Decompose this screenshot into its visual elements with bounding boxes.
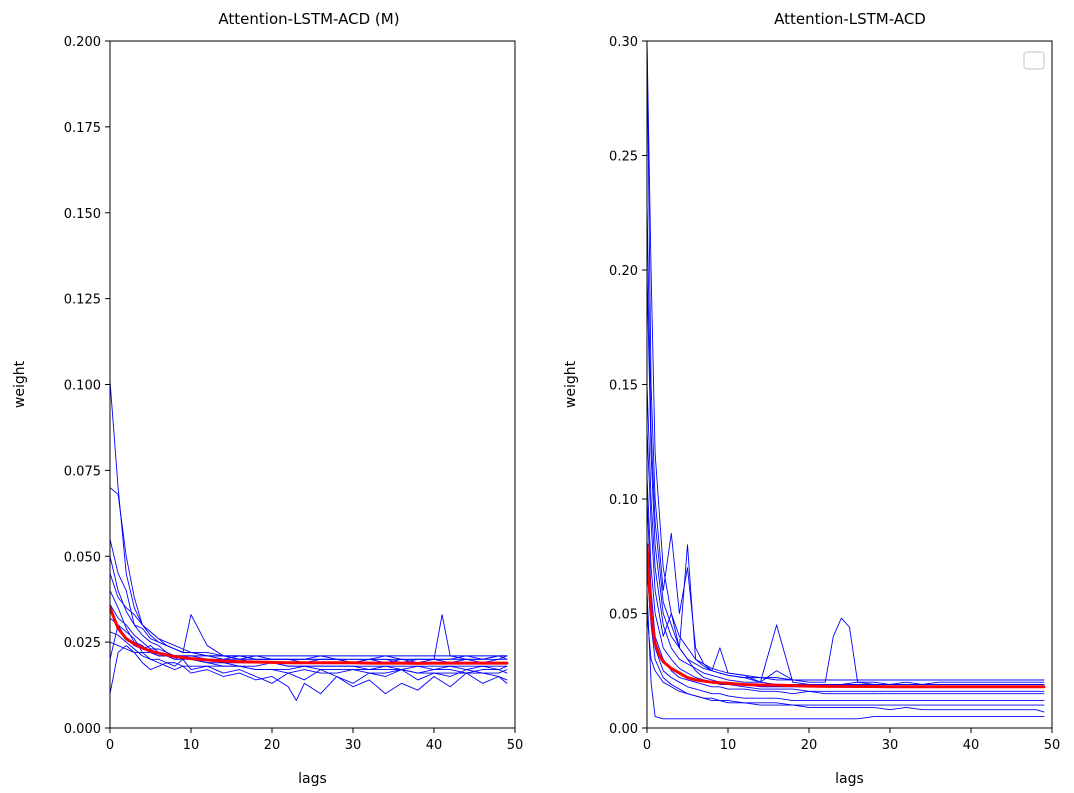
x-tick-label: 10 <box>183 738 200 753</box>
x-tick-label: 30 <box>882 738 899 753</box>
series-line-4 <box>647 498 1045 695</box>
x-tick-label: 50 <box>1044 738 1061 753</box>
axis-ticks: 0 10 20 30 40 50 0.00 0.05 0.10 0.15 0.20 0.25 0.30 <box>609 35 1060 753</box>
y-tick-label: 0.25 <box>609 150 638 165</box>
series-line-5 <box>647 544 1045 701</box>
x-tick-label: 50 <box>507 738 524 753</box>
x-tick-label: 20 <box>264 738 281 753</box>
series-line-10 <box>110 617 508 674</box>
y-tick-label: 0.200 <box>64 35 101 50</box>
axis-ticks: 0 10 20 30 40 50 0.000 0.025 0.050 0.075 0.100 0.12… <box>64 35 523 753</box>
y-tick-label: 0.175 <box>64 121 101 136</box>
series-line-9 <box>647 475 1045 692</box>
y-tick-label: 0.125 <box>64 293 101 308</box>
y-tick-label: 0.000 <box>64 722 101 737</box>
series-line-7 <box>647 613 1045 713</box>
y-tick-label: 0.100 <box>64 379 101 394</box>
series-line-2 <box>647 200 1045 685</box>
chart-title: Attention-LSTM-ACD (M) <box>218 10 399 28</box>
y-tick-label: 0.150 <box>64 207 101 222</box>
x-tick-label: 30 <box>345 738 362 753</box>
plot-area <box>647 41 1046 720</box>
series-line-11 <box>647 269 1045 681</box>
y-tick-label: 0.025 <box>64 636 101 651</box>
y-tick-label: 0.15 <box>609 379 638 394</box>
x-axis-label: lags <box>835 771 864 787</box>
y-tick-label: 0.10 <box>609 493 638 508</box>
mean-series-line <box>110 606 509 665</box>
x-tick-label: 10 <box>720 738 737 753</box>
x-tick-label: 20 <box>801 738 818 753</box>
axes-frame <box>646 40 1053 729</box>
series-line-5 <box>110 538 508 660</box>
chart-title: Attention-LSTM-ACD <box>774 10 926 28</box>
series-line-3 <box>110 624 508 701</box>
x-tick-label: 0 <box>643 738 651 753</box>
mean-series-line <box>647 543 1046 689</box>
chart-panel-right: Attention-LSTM-ACD 0 10 20 30 40 50 0.00 0.05 0.… <box>563 10 1060 787</box>
series-line-10 <box>647 567 1045 706</box>
y-axis-label: weight <box>12 360 28 408</box>
x-tick-label: 40 <box>963 738 980 753</box>
y-tick-label: 0.30 <box>609 35 638 50</box>
legend-box <box>1023 51 1045 70</box>
y-tick-label: 0.05 <box>609 608 638 623</box>
x-axis-label: lags <box>298 771 327 787</box>
chart-panel-left: Attention-LSTM-ACD (M) 0 10 20 30 40 500.0000… <box>12 10 523 787</box>
x-tick-label: 40 <box>426 738 443 753</box>
y-tick-label: 0.075 <box>64 464 101 479</box>
y-tick-label: 0.20 <box>609 264 638 279</box>
axes-frame <box>109 40 516 729</box>
series-line-6 <box>647 590 1045 720</box>
plot-area <box>110 380 509 701</box>
y-axis-label: weight <box>563 360 579 408</box>
y-tick-label: 0.00 <box>609 722 638 737</box>
x-tick-label: 0 <box>106 738 114 753</box>
y-tick-label: 0.050 <box>64 550 101 565</box>
